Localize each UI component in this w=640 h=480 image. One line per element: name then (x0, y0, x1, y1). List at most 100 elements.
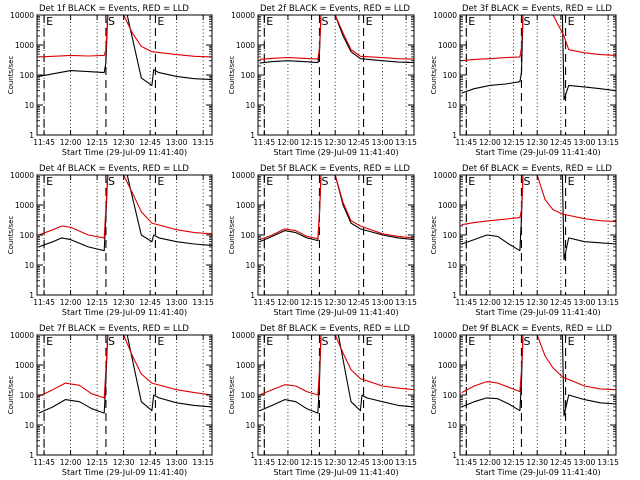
x-tick-label: 13:00 (574, 458, 596, 467)
y-tick-label: 10000 (10, 331, 34, 340)
y-tick-label: 100 (443, 391, 458, 400)
x-tick-label: 12:45 (348, 138, 370, 147)
event-marker-label: S (108, 335, 115, 348)
series-line-lld (461, 174, 617, 226)
y-axis-label: Counts/sec (7, 376, 15, 415)
x-tick-label: 13:00 (166, 458, 188, 467)
y-tick-label: 10 (447, 261, 457, 270)
event-marker-label: E (568, 175, 575, 188)
x-tick-label: 12:00 (60, 458, 82, 467)
series-line-lld (38, 334, 213, 399)
series-line-lld (259, 334, 415, 396)
event-marker-label: E (366, 335, 373, 348)
y-axis-label: Counts/sec (430, 376, 438, 415)
panel-title: Det 3f BLACK = Events, RED = LLD (462, 4, 612, 14)
x-tick-label: 13:00 (574, 138, 596, 147)
y-tick-label: 1000 (236, 201, 255, 210)
plot-frame (459, 14, 617, 136)
series-line-events (461, 334, 617, 417)
x-tick-label: 12:15 (301, 458, 323, 467)
y-tick-label: 1000 (15, 361, 34, 370)
y-tick-label: 10 (24, 421, 34, 430)
panel-title: Det 8f BLACK = Events, RED = LLD (260, 324, 410, 334)
y-tick-label: 1 (29, 451, 34, 460)
event-marker-label: E (568, 15, 575, 28)
x-tick-label: 13:00 (574, 298, 596, 307)
y-tick-label: 1000 (15, 41, 34, 50)
event-marker-label: E (46, 15, 53, 28)
x-axis-label: Start Time (29-Jul-09 11:41:40) (475, 308, 600, 317)
y-tick-label: 100 (20, 231, 35, 240)
panel-title: Det 4f BLACK = Events, RED = LLD (39, 164, 189, 174)
x-tick-label: 11:45 (33, 458, 55, 467)
y-tick-label: 100 (20, 391, 35, 400)
x-axis-label: Start Time (29-Jul-09 11:41:40) (273, 468, 398, 477)
x-tick-label: 13:15 (192, 138, 214, 147)
x-tick-label: 11:45 (33, 298, 55, 307)
series-line-events (38, 334, 213, 414)
y-tick-label: 100 (241, 391, 256, 400)
event-marker-label: S (523, 335, 530, 348)
x-tick-label: 12:00 (277, 298, 299, 307)
series-line-events (259, 174, 415, 243)
y-tick-label: 10 (447, 101, 457, 110)
event-marker-label: S (321, 15, 328, 28)
x-tick-label: 12:30 (324, 138, 346, 147)
x-axis-label: Start Time (29-Jul-09 11:41:40) (273, 308, 398, 317)
x-tick-label: 12:45 (348, 298, 370, 307)
y-tick-label: 1 (250, 451, 255, 460)
y-tick-label: 10 (24, 101, 34, 110)
series-line-events (259, 14, 415, 64)
x-axis-label: Start Time (29-Jul-09 11:41:40) (273, 148, 398, 157)
x-axis-label: Start Time (29-Jul-09 11:41:40) (62, 468, 187, 477)
x-axis-label: Start Time (29-Jul-09 11:41:40) (62, 148, 187, 157)
panel-title: Det 9f BLACK = Events, RED = LLD (462, 324, 612, 334)
y-axis-label: Counts/sec (430, 56, 438, 95)
y-tick-label: 1 (29, 291, 34, 300)
event-marker-label: E (266, 15, 273, 28)
plot-frame (459, 334, 617, 456)
x-tick-label: 12:00 (277, 458, 299, 467)
y-tick-label: 1000 (438, 41, 457, 50)
y-tick-label: 1 (250, 131, 255, 140)
event-marker-label: E (266, 335, 273, 348)
panel-title: Det 6f BLACK = Events, RED = LLD (462, 164, 612, 174)
event-marker-label: S (321, 335, 328, 348)
y-tick-label: 1 (452, 451, 457, 460)
x-tick-label: 11:45 (455, 138, 477, 147)
panel-title: Det 7f BLACK = Events, RED = LLD (39, 324, 189, 334)
event-marker-label: E (46, 175, 53, 188)
y-tick-label: 10 (245, 261, 255, 270)
x-axis-label: Start Time (29-Jul-09 11:41:40) (62, 308, 187, 317)
y-tick-label: 100 (443, 231, 458, 240)
x-tick-label: 12:30 (113, 458, 135, 467)
x-tick-label: 12:15 (301, 138, 323, 147)
series-line-events (259, 334, 415, 414)
event-marker-label: S (523, 15, 530, 28)
x-tick-label: 11:45 (33, 138, 55, 147)
plot-frame (36, 174, 213, 296)
x-tick-label: 12:15 (503, 458, 525, 467)
event-marker-label: S (523, 175, 530, 188)
y-tick-label: 1000 (236, 41, 255, 50)
event-marker-label: E (266, 175, 273, 188)
x-tick-label: 12:45 (348, 458, 370, 467)
y-tick-label: 1000 (438, 201, 457, 210)
event-marker-label: E (157, 15, 164, 28)
x-tick-label: 12:00 (479, 458, 501, 467)
y-tick-label: 10000 (433, 331, 457, 340)
event-marker-label: E (157, 175, 164, 188)
x-tick-label: 13:15 (395, 458, 417, 467)
y-axis-label: Counts/sec (7, 216, 15, 255)
x-axis-label: Start Time (29-Jul-09 11:41:40) (475, 468, 600, 477)
series-line-events (38, 14, 213, 86)
y-tick-label: 10000 (10, 171, 34, 180)
event-marker-label: E (46, 335, 53, 348)
y-tick-label: 1 (29, 131, 34, 140)
x-tick-label: 13:15 (192, 458, 214, 467)
